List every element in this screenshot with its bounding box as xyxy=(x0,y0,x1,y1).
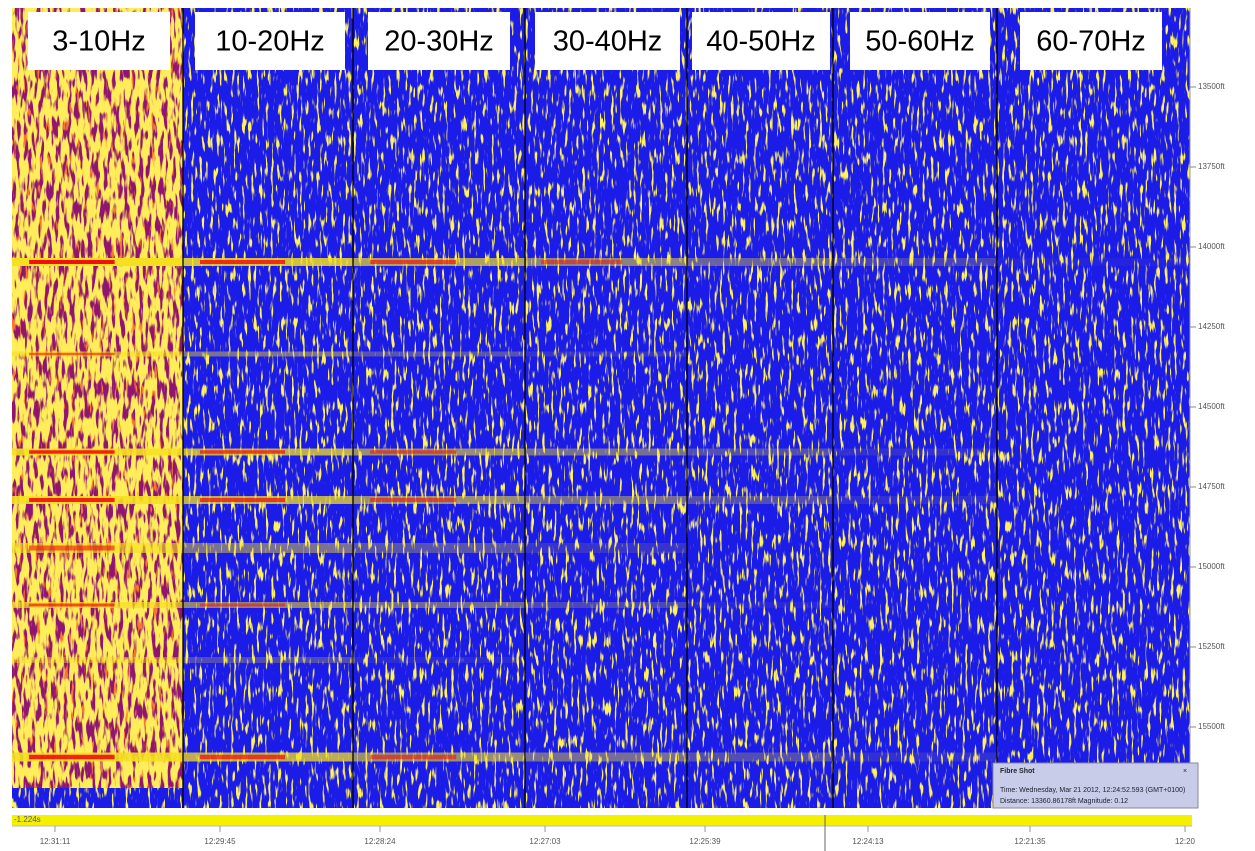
stripe-core xyxy=(29,546,115,551)
stripe xyxy=(525,496,687,504)
tooltip-details: Distance: 13360.86178ft Magnitude: 0.12 xyxy=(1000,798,1128,805)
depth-label: 15250ft xyxy=(1198,642,1225,651)
stripe-core xyxy=(370,755,456,760)
depth-label: 14250ft xyxy=(1198,322,1225,331)
stripe-core xyxy=(29,498,115,502)
stripe-core xyxy=(200,498,285,502)
stripe-core xyxy=(200,755,285,760)
stripe-core xyxy=(200,450,285,454)
page: 3-10Hz 10-20Hz 20-30Hz 30-40Hz 40-50Hz 50-60H… xyxy=(0,0,1255,851)
stripe xyxy=(687,258,833,266)
panel-label: 50-60Hz xyxy=(865,26,975,58)
stripe xyxy=(183,543,353,553)
stripe-core xyxy=(29,755,115,760)
depth-axis: 13500ft 13750ft 14000ft 14250ft 14500ft 14750… xyxy=(1190,82,1225,731)
time-label: 12:29:45 xyxy=(204,837,236,846)
stripe xyxy=(183,657,353,663)
stripe xyxy=(353,602,525,608)
time-label: 12:25:39 xyxy=(689,837,721,846)
stripe xyxy=(687,449,833,456)
stripe xyxy=(525,543,687,553)
tooltip-close[interactable]: × xyxy=(1183,768,1187,775)
tooltip[interactable]: Fibre Shot × Time: Wednesday, Mar 21 201… xyxy=(993,763,1198,808)
stripe xyxy=(687,753,833,762)
depth-label: 13500ft xyxy=(1198,82,1225,91)
panel-label: 3-10Hz xyxy=(52,26,146,58)
stripe-core xyxy=(29,260,115,264)
tooltip-title: Fibre Shot xyxy=(1000,768,1035,775)
depth-label: 14750ft xyxy=(1198,482,1225,491)
stripe xyxy=(525,753,687,762)
stripe-core xyxy=(29,604,115,607)
panel-label: 40-50Hz xyxy=(706,26,816,58)
stripe-core xyxy=(541,260,622,264)
stripe-core xyxy=(200,604,285,607)
stripe xyxy=(833,258,997,266)
time-label: 12:20 xyxy=(1175,837,1196,846)
depth-label: 15000ft xyxy=(1198,562,1225,571)
time-label: 12:28:24 xyxy=(364,837,396,846)
stripe-core xyxy=(29,353,115,356)
stripe xyxy=(687,602,833,608)
stripe-core xyxy=(370,450,456,454)
panel-label: 60-70Hz xyxy=(1036,26,1146,58)
panel-label: 10-20Hz xyxy=(215,26,325,58)
waterfall-view: 3-10Hz 10-20Hz 20-30Hz 30-40Hz 40-50Hz 50-60H… xyxy=(0,0,1255,851)
offset-bar xyxy=(12,815,1192,826)
stripe xyxy=(833,449,997,456)
stripe xyxy=(997,258,1190,266)
panel-label: 30-40Hz xyxy=(553,26,663,58)
time-label: 12:24:13 xyxy=(852,837,884,846)
time-label: 12:21:35 xyxy=(1014,837,1046,846)
stripe xyxy=(353,657,525,663)
depth-label: 15500ft xyxy=(1198,722,1225,731)
low-band-texture xyxy=(12,8,183,788)
stripe xyxy=(525,602,687,608)
stripe xyxy=(183,352,353,357)
stripe-core xyxy=(370,260,456,264)
stripe xyxy=(12,657,183,663)
noise-texture xyxy=(12,8,1190,808)
panel-label: 20-30Hz xyxy=(384,26,494,58)
stripe-core xyxy=(200,260,285,264)
depth-label: 14000ft xyxy=(1198,242,1225,251)
stripe xyxy=(525,449,687,456)
stripe xyxy=(353,352,525,357)
tooltip-time: Time: Wednesday, Mar 21 2012, 12:24:52.5… xyxy=(1000,787,1185,794)
stripe xyxy=(833,753,997,762)
depth-label: 13750ft xyxy=(1198,162,1225,171)
stripe xyxy=(833,496,997,504)
stripe-core xyxy=(29,450,115,454)
depth-label: 14500ft xyxy=(1198,402,1225,411)
stripe-core xyxy=(370,498,456,502)
offset-label: -1.224s xyxy=(14,815,41,824)
time-label: 12:31:11 xyxy=(40,837,71,846)
time-label: 12:27:03 xyxy=(529,837,561,846)
stripe xyxy=(353,543,525,553)
stripe xyxy=(687,496,833,504)
stripe xyxy=(525,352,687,357)
